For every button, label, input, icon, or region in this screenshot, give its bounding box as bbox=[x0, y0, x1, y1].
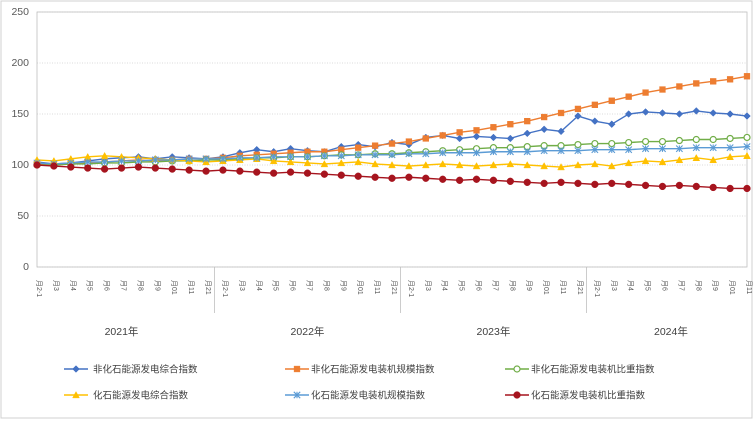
svg-text:2022年: 2022年 bbox=[291, 325, 325, 338]
svg-text:月6: 月6 bbox=[660, 280, 668, 291]
svg-text:200: 200 bbox=[11, 57, 29, 69]
svg-text:月21: 月21 bbox=[204, 280, 212, 295]
svg-text:非化石能源发电装机规模指数: 非化石能源发电装机规模指数 bbox=[311, 364, 435, 376]
svg-text:月2-1: 月2-1 bbox=[593, 280, 601, 297]
svg-text:化石能源发电装机规模指数: 化石能源发电装机规模指数 bbox=[311, 390, 426, 402]
svg-text:月8: 月8 bbox=[508, 280, 516, 291]
svg-text:月2-1: 月2-1 bbox=[35, 280, 43, 297]
svg-text:月7: 月7 bbox=[677, 280, 685, 291]
svg-text:0: 0 bbox=[23, 261, 29, 273]
svg-text:月11: 月11 bbox=[187, 280, 195, 294]
svg-text:月6: 月6 bbox=[475, 280, 483, 291]
svg-text:月5: 月5 bbox=[86, 280, 94, 291]
svg-text:月01: 月01 bbox=[728, 280, 736, 295]
svg-text:2023年: 2023年 bbox=[477, 325, 511, 338]
svg-text:月01: 月01 bbox=[170, 280, 178, 295]
svg-text:月3: 月3 bbox=[610, 280, 618, 291]
svg-text:150: 150 bbox=[11, 108, 29, 120]
svg-text:化石能源发电装机比重指数: 化石能源发电装机比重指数 bbox=[531, 390, 646, 402]
svg-text:月4: 月4 bbox=[69, 280, 77, 291]
svg-text:月8: 月8 bbox=[136, 280, 144, 291]
svg-text:月6: 月6 bbox=[289, 280, 297, 291]
svg-text:非化石能源发电综合指数: 非化石能源发电综合指数 bbox=[93, 364, 198, 376]
svg-text:非化石能源发电装机比重指数: 非化石能源发电装机比重指数 bbox=[531, 364, 655, 376]
svg-text:月11: 月11 bbox=[373, 280, 381, 294]
svg-text:月3: 月3 bbox=[424, 280, 432, 291]
svg-text:月01: 月01 bbox=[542, 280, 550, 295]
svg-text:月5: 月5 bbox=[644, 280, 652, 291]
svg-text:月5: 月5 bbox=[458, 280, 466, 291]
svg-text:月21: 月21 bbox=[576, 280, 584, 295]
svg-text:2021年: 2021年 bbox=[105, 325, 139, 338]
svg-text:月8: 月8 bbox=[322, 280, 330, 291]
svg-text:月3: 月3 bbox=[238, 280, 246, 291]
svg-text:月4: 月4 bbox=[255, 280, 263, 291]
svg-text:月9: 月9 bbox=[339, 280, 347, 291]
svg-text:250: 250 bbox=[11, 6, 29, 18]
svg-text:月9: 月9 bbox=[711, 280, 719, 291]
svg-text:月11: 月11 bbox=[559, 280, 567, 294]
svg-text:月5: 月5 bbox=[272, 280, 280, 291]
svg-text:月3: 月3 bbox=[52, 280, 60, 291]
svg-text:月6: 月6 bbox=[103, 280, 111, 291]
svg-text:月2-1: 月2-1 bbox=[407, 280, 415, 297]
svg-text:月9: 月9 bbox=[525, 280, 533, 291]
svg-text:月2-1: 月2-1 bbox=[221, 280, 229, 297]
svg-text:100: 100 bbox=[11, 159, 29, 171]
svg-text:化石能源发电综合指数: 化石能源发电综合指数 bbox=[93, 390, 189, 402]
svg-text:月01: 月01 bbox=[356, 280, 364, 295]
svg-text:月11: 月11 bbox=[745, 280, 753, 294]
svg-text:月7: 月7 bbox=[491, 280, 499, 291]
svg-text:50: 50 bbox=[17, 210, 29, 222]
svg-text:月4: 月4 bbox=[627, 280, 635, 291]
svg-text:月9: 月9 bbox=[153, 280, 161, 291]
svg-text:2024年: 2024年 bbox=[654, 325, 688, 338]
svg-text:月7: 月7 bbox=[305, 280, 313, 291]
svg-text:月4: 月4 bbox=[441, 280, 449, 291]
svg-text:月7: 月7 bbox=[120, 280, 128, 291]
svg-text:月21: 月21 bbox=[390, 280, 398, 295]
svg-text:月8: 月8 bbox=[694, 280, 702, 291]
